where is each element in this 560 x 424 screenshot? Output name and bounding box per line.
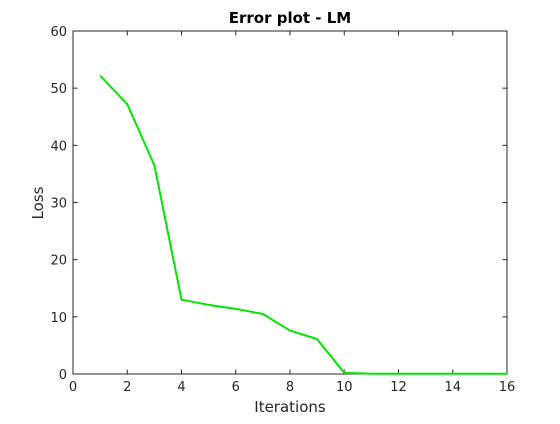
x-tick-label: 10 [336,380,353,395]
y-tick-label: 30 [50,197,67,212]
y-axis-label: Loss [29,186,47,219]
x-tick-label: 12 [390,380,407,395]
y-tick-label: 50 [50,82,67,97]
x-tick-label: 2 [123,380,131,395]
loss-series-line [99,74,507,375]
y-tick-label: 60 [50,25,67,40]
x-tick-label: 16 [499,380,516,395]
y-tick-label: 10 [50,311,67,326]
series-layer [99,74,507,375]
y-tick-label: 20 [50,254,67,269]
plot-area [72,30,508,375]
x-tick-label: 4 [177,380,185,395]
y-tick-label: 40 [50,139,67,154]
chart-title: Error plot - LM [229,9,351,27]
y-tick-label: 0 [59,368,67,383]
x-tick-label: 6 [232,380,240,395]
x-tick-label: 14 [444,380,461,395]
x-axis-label: Iterations [254,398,326,416]
x-tick-label: 0 [69,380,77,395]
x-tick-label: 8 [286,380,294,395]
